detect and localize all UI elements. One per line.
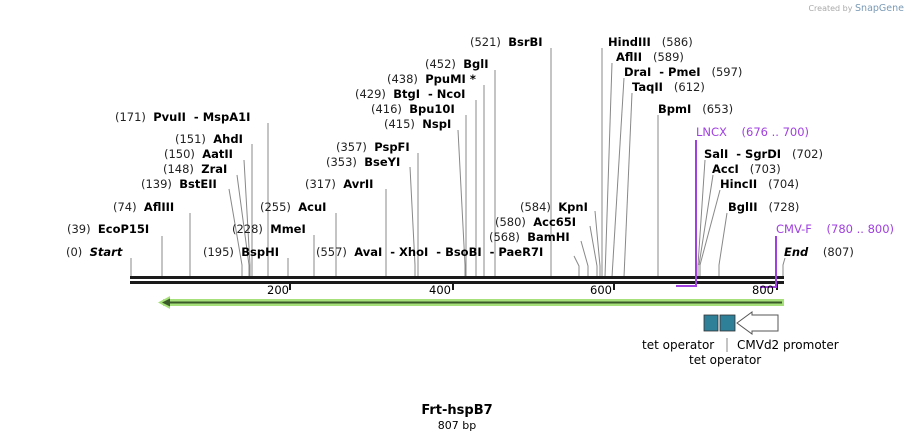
tet-operator-box-2	[719, 314, 736, 332]
site-hincii[interactable]: HincII (704)	[720, 177, 800, 191]
site-mmei[interactable]: (228) MmeI	[232, 222, 306, 236]
orf-arrow	[158, 296, 784, 309]
site-btgi-ncoi[interactable]: (429) BtgI - NcoI	[355, 87, 466, 101]
site-bsphi[interactable]: (195) BspHI	[203, 245, 279, 259]
site-acci[interactable]: AccI (703)	[712, 162, 781, 176]
feature-tet-operator-2[interactable]: tet operator	[689, 353, 762, 367]
site-pspfi[interactable]: (357) PspFI	[336, 140, 410, 154]
site-sali-sgrdi[interactable]: SalI - SgrDI (702)	[704, 147, 823, 161]
site-bseyi[interactable]: (353) BseYI	[326, 155, 401, 169]
site-ahdi[interactable]: (151) AhdI	[175, 132, 243, 146]
site-afliii[interactable]: (74) AflIII	[113, 200, 175, 214]
tick-label-800: 800	[752, 283, 774, 297]
tick-label-200: 200	[267, 283, 289, 297]
site-ecop15i[interactable]: (39) EcoP15I	[67, 222, 150, 236]
feature-tet-operator-1[interactable]: tet operator	[642, 338, 715, 352]
credit-brand: SnapGene	[855, 3, 904, 14]
site-acc65i[interactable]: (580) Acc65I	[495, 215, 577, 229]
backbone-top	[130, 276, 784, 279]
primer-cmv-f[interactable]: CMV-F (780 .. 800)	[776, 222, 895, 236]
site-bpu10i[interactable]: (416) Bpu10I	[371, 102, 455, 116]
feature-cmvd2-promoter[interactable]: CMVd2 promoter	[737, 338, 839, 352]
site-drai-pmei[interactable]: DraI - PmeI (597)	[624, 65, 743, 79]
site-bglii[interactable]: BglII (728)	[728, 200, 800, 214]
tick-label-400: 400	[429, 283, 451, 297]
site-taqii[interactable]: TaqII (612)	[632, 80, 705, 94]
map-length: 807 bp	[437, 419, 477, 432]
site-bsteii[interactable]: (139) BstEII	[141, 177, 217, 191]
site-bsrbi[interactable]: (521) BsrBI	[470, 35, 543, 49]
ruler-ticks	[289, 284, 778, 290]
backbone-bottom	[130, 281, 784, 284]
site-end[interactable]: End (807)	[784, 245, 854, 259]
site-avai-xhoi-bsobi-paer7i[interactable]: (557) AvaI - XhoI - BsoBI - PaeR7I	[316, 245, 544, 259]
primer-lines	[676, 140, 777, 288]
site-bamhi[interactable]: (568) BamHI	[489, 230, 570, 244]
site-pvuii-mspa1i[interactable]: (171) PvuII - MspA1I	[115, 110, 251, 124]
credit-prefix: Created by	[808, 4, 853, 13]
cmvd2-promoter-arrow	[736, 311, 779, 335]
site-zrai[interactable]: (148) ZraI	[163, 162, 228, 176]
site-avrii[interactable]: (317) AvrII	[305, 177, 374, 191]
site-lines	[130, 48, 786, 278]
site-bgli[interactable]: (452) BglI	[425, 57, 489, 71]
site-aatii[interactable]: (150) AatII	[164, 147, 233, 161]
site-ppumi[interactable]: (438) PpuMI *	[387, 72, 476, 86]
site-start[interactable]: (0) Start	[66, 245, 123, 259]
snapgene-credit: Created by SnapGene	[808, 3, 904, 14]
site-acui[interactable]: (255) AcuI	[260, 200, 327, 214]
map-title: Frt-hspB7	[421, 403, 493, 418]
tet-operator-box-1	[703, 314, 719, 332]
tick-label-600: 600	[590, 283, 612, 297]
site-bpmi[interactable]: BpmI (653)	[658, 102, 734, 116]
site-nspi[interactable]: (415) NspI	[384, 117, 452, 131]
site-kpni[interactable]: (584) KpnI	[520, 200, 588, 214]
site-aflii[interactable]: AflII (589)	[616, 50, 684, 64]
primer-lncx[interactable]: LNCX (676 .. 700)	[696, 125, 810, 139]
site-hindiii[interactable]: HindIII (586)	[608, 35, 693, 49]
